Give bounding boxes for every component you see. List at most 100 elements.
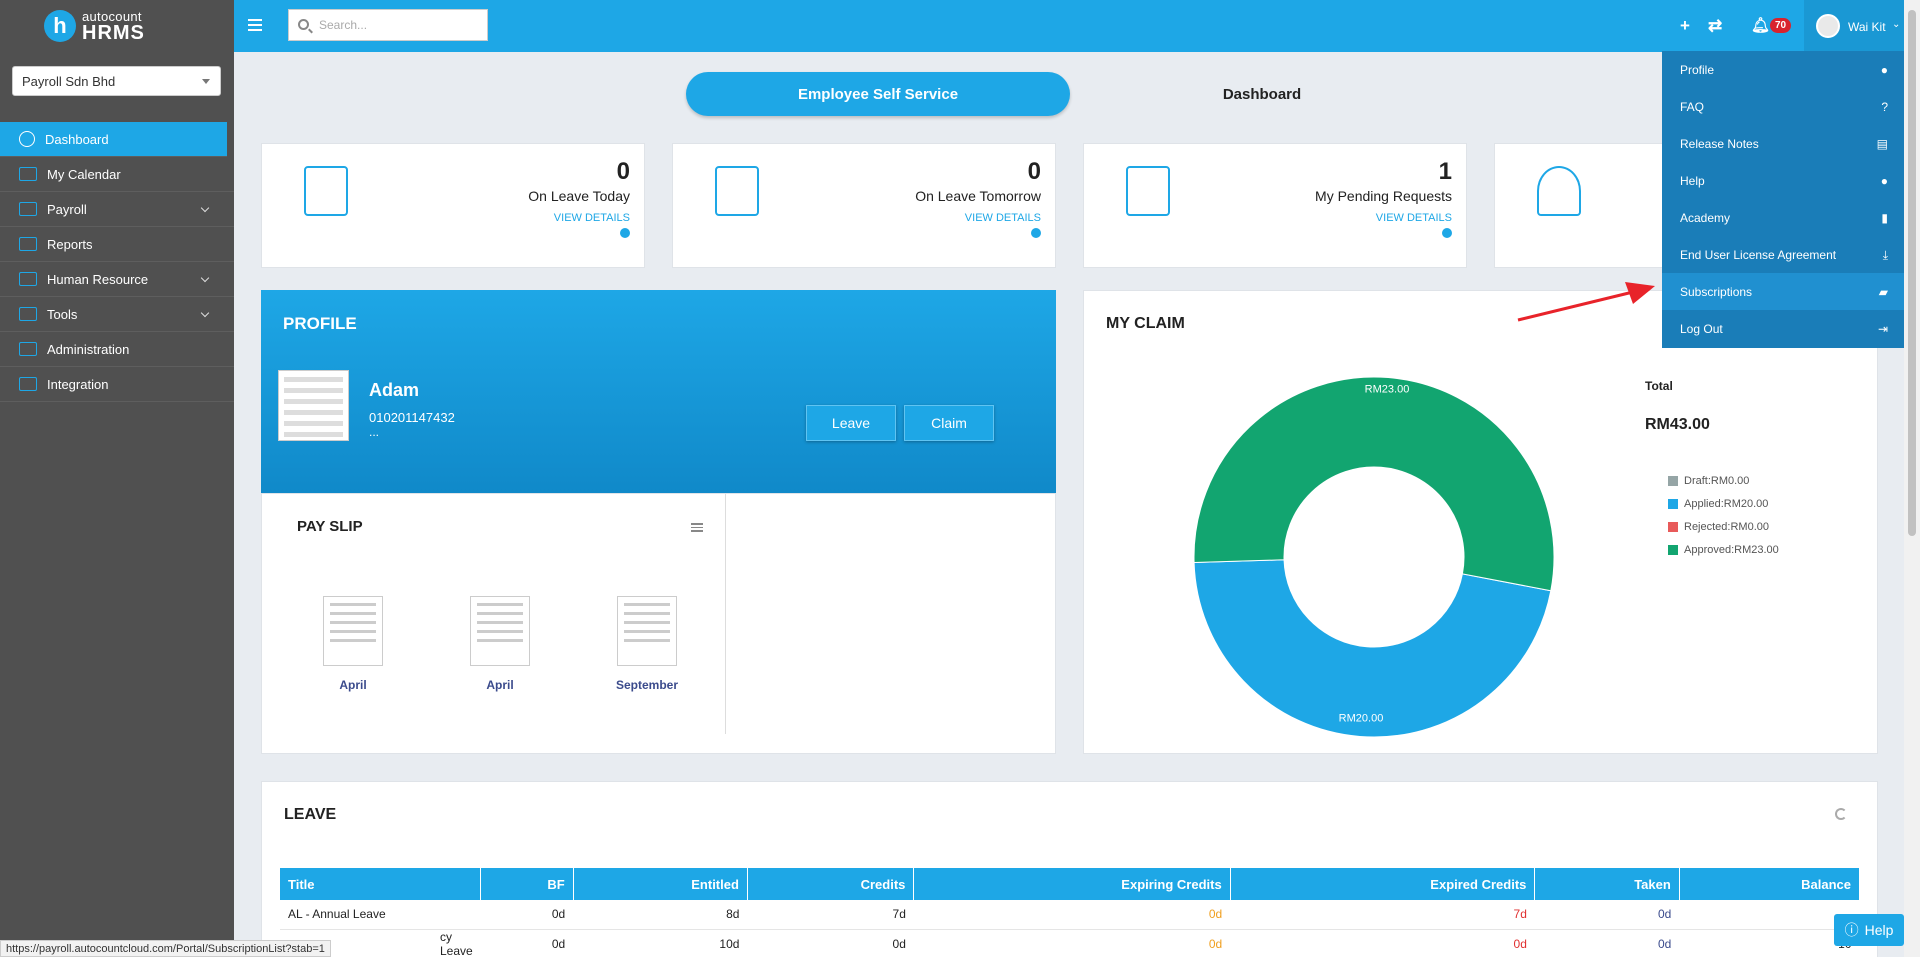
sidebar-item-label: Payroll bbox=[47, 201, 87, 217]
tools-icon bbox=[19, 307, 37, 321]
notification-badge: 70 bbox=[1770, 18, 1792, 33]
my-claim-card: MY CLAIM RM20.00 RM23.00 Total RM43.00 Dr… bbox=[1083, 290, 1878, 754]
plus-icon[interactable]: + bbox=[1680, 16, 1690, 35]
list-icon[interactable] bbox=[691, 523, 703, 534]
stat-label: On Leave Tomorrow bbox=[915, 188, 1041, 204]
page-scrollbar[interactable] bbox=[1904, 0, 1920, 957]
calendar-icon bbox=[19, 167, 37, 181]
legend-swatch bbox=[1668, 475, 1678, 486]
legend-item-applied[interactable]: Applied:RM20.00 bbox=[1668, 492, 1779, 515]
status-bar-url: https://payroll.autocountcloud.com/Porta… bbox=[0, 940, 331, 957]
table-cell: 0d bbox=[480, 900, 574, 930]
menu-item-log-out[interactable]: Log Out ⇥ bbox=[1662, 310, 1904, 347]
menu-item-eula[interactable]: End User License Agreement ⤓ bbox=[1662, 236, 1904, 273]
administration-icon bbox=[19, 342, 37, 356]
app-logo[interactable]: h autocount HRMS bbox=[0, 0, 234, 52]
column-header[interactable]: Expiring Credits bbox=[913, 868, 1231, 900]
refresh-icon[interactable] bbox=[1835, 808, 1847, 820]
chevron-down-icon bbox=[200, 203, 210, 213]
column-header[interactable]: Title bbox=[280, 868, 482, 900]
claim-title: MY CLAIM bbox=[1106, 315, 1185, 332]
claim-button[interactable]: Claim bbox=[904, 405, 994, 441]
menu-item-help[interactable]: Help ● bbox=[1662, 162, 1904, 199]
sidebar-item-my-calendar[interactable]: My Calendar bbox=[0, 157, 234, 192]
dashboard-icon bbox=[19, 131, 35, 147]
view-details-link[interactable]: VIEW DETAILS bbox=[964, 212, 1041, 224]
sidebar-item-human-resource[interactable]: Human Resource bbox=[0, 262, 234, 297]
book-icon: ▰ bbox=[1878, 285, 1888, 299]
payslip-thumbnail bbox=[323, 596, 383, 666]
legend-item-approved[interactable]: Approved:RM23.00 bbox=[1668, 538, 1779, 561]
tab-dashboard[interactable]: Dashboard bbox=[1222, 85, 1302, 103]
search-input[interactable]: Search... bbox=[288, 9, 488, 41]
help-button[interactable]: ⓘ Help bbox=[1834, 914, 1904, 946]
table-cell: 10 bbox=[1679, 929, 1860, 957]
table-cell: 0d bbox=[747, 929, 914, 957]
view-details-link[interactable]: VIEW DETAILS bbox=[553, 212, 630, 224]
column-header[interactable]: Balance bbox=[1679, 868, 1861, 900]
tab-employee-self-service[interactable]: Employee Self Service bbox=[686, 72, 1070, 116]
table-row[interactable]: cy Leave 0d 10d 0d 0d 0d 0d 10 bbox=[280, 929, 1860, 957]
payslip-item[interactable]: April bbox=[318, 596, 388, 692]
menu-item-profile[interactable]: Profile ● bbox=[1662, 51, 1904, 88]
user-menu-toggle[interactable]: Wai Kit ⌄ bbox=[1804, 0, 1904, 52]
bookmark-icon: ▮ bbox=[1881, 211, 1888, 225]
payslip-item[interactable]: April bbox=[465, 596, 535, 692]
arrow-circle-icon[interactable] bbox=[1442, 228, 1452, 238]
question-circle-icon: ● bbox=[1880, 174, 1888, 188]
sidebar-item-administration[interactable]: Administration bbox=[0, 332, 234, 367]
column-header[interactable]: Taken bbox=[1534, 868, 1680, 900]
question-icon: ? bbox=[1881, 100, 1888, 114]
legend-swatch bbox=[1668, 521, 1678, 532]
sidebar: h autocount HRMS Payroll Sdn Bhd Dashboa… bbox=[0, 0, 234, 957]
menu-item-label: FAQ bbox=[1680, 99, 1705, 114]
profile-card: PROFILE Adam 010201147432 ... Leave Clai… bbox=[261, 290, 1056, 493]
sidebar-item-payroll[interactable]: Payroll bbox=[0, 192, 234, 227]
sidebar-item-dashboard[interactable]: Dashboard bbox=[0, 122, 227, 157]
help-button-label: Help bbox=[1864, 922, 1894, 938]
profile-title: PROFILE bbox=[283, 314, 357, 333]
arrow-circle-icon[interactable] bbox=[620, 228, 630, 238]
download-icon: ⤓ bbox=[1882, 248, 1888, 262]
menu-item-academy[interactable]: Academy ▮ bbox=[1662, 199, 1904, 236]
chevron-down-icon bbox=[202, 79, 210, 84]
clipboard-icon bbox=[1126, 166, 1170, 216]
table-cell bbox=[1679, 900, 1860, 930]
column-header[interactable]: BF bbox=[480, 868, 574, 900]
sidebar-item-integration[interactable]: Integration bbox=[0, 367, 234, 402]
payroll-icon bbox=[19, 202, 37, 216]
table-header-row: Title BF Entitled Credits Expiring Credi… bbox=[280, 868, 1861, 900]
donut-slice-applied[interactable] bbox=[1194, 559, 1552, 738]
menu-item-label: End User License Agreement bbox=[1680, 247, 1837, 262]
scrollbar-thumb[interactable] bbox=[1908, 10, 1916, 536]
table-row[interactable]: AL - Annual Leave 0d 8d 7d 0d 7d 0d bbox=[280, 900, 1860, 930]
sidebar-item-label: My Calendar bbox=[47, 166, 121, 182]
stat-value: 1 bbox=[1438, 158, 1452, 185]
company-select[interactable]: Payroll Sdn Bhd bbox=[12, 66, 221, 96]
table-cell: 8d bbox=[573, 900, 748, 930]
menu-item-release-notes[interactable]: Release Notes ▤ bbox=[1662, 125, 1904, 162]
legend-item-rejected[interactable]: Rejected:RM0.00 bbox=[1668, 515, 1779, 538]
sidebar-item-reports[interactable]: Reports bbox=[0, 227, 234, 262]
column-header[interactable]: Expired Credits bbox=[1230, 868, 1536, 900]
donut-slice-approved[interactable] bbox=[1194, 376, 1554, 592]
menu-item-subscriptions[interactable]: Subscriptions ▰ bbox=[1662, 273, 1904, 310]
sync-icon[interactable]: ⇄ bbox=[1708, 16, 1723, 35]
hamburger-menu-icon[interactable] bbox=[248, 19, 262, 34]
view-details-link[interactable]: VIEW DETAILS bbox=[1375, 212, 1452, 224]
menu-item-faq[interactable]: FAQ? bbox=[1662, 88, 1904, 125]
bell-icon[interactable]: 🔔︎ bbox=[1751, 17, 1771, 34]
leave-button[interactable]: Leave bbox=[806, 405, 896, 441]
sidebar-item-tools[interactable]: Tools bbox=[0, 297, 234, 332]
legend-item-draft[interactable]: Draft:RM0.00 bbox=[1668, 469, 1779, 492]
payslip-item[interactable]: September bbox=[612, 596, 682, 692]
donut-data-label: RM23.00 bbox=[1365, 384, 1410, 396]
user-check-icon bbox=[1537, 166, 1581, 216]
legend-swatch bbox=[1668, 498, 1678, 509]
chevron-down-icon: ⌄ bbox=[1892, 19, 1901, 30]
arrow-circle-icon[interactable] bbox=[1031, 228, 1041, 238]
column-header[interactable]: Entitled bbox=[573, 868, 748, 900]
annotation-arrow-icon bbox=[1517, 282, 1655, 322]
table-cell: 0d bbox=[913, 900, 1231, 930]
column-header[interactable]: Credits bbox=[747, 868, 915, 900]
